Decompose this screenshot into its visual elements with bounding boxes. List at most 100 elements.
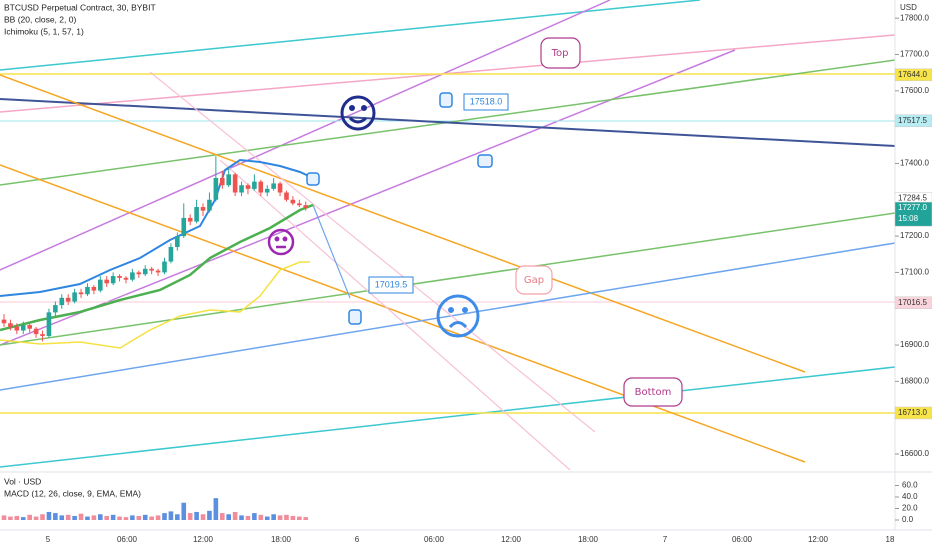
candles [1,156,309,342]
volume-y-tick-label: 60.0 [902,481,918,490]
volume-bar [277,515,283,520]
candle-body [168,246,174,262]
candle-body [181,217,187,237]
emoji-sad [436,294,480,338]
candle-body [130,272,135,280]
candle-body [303,205,309,209]
candle-body [98,279,103,291]
indicator-label: BB (20, close, 2, 0) [4,14,76,24]
candle-body [252,181,257,189]
candle-body [53,305,58,313]
x-tick-label: 6 [355,535,360,544]
volume-bar [284,514,289,520]
candle-body [14,326,20,331]
y-tick-label: 17600.0 [900,86,929,95]
x-tick-label: 18 [886,535,895,544]
candle-body [226,174,231,186]
volume-bar [162,513,167,520]
candle-body [85,286,90,295]
y-tick-label: 17400.0 [900,159,929,168]
candle-body [213,177,219,200]
candle-body [27,325,32,329]
y-tick-label: 16900.0 [900,340,929,349]
price-tag-label: 16713.0 [898,408,927,417]
volume-bar [85,516,90,520]
candle-body [1,319,7,324]
volume-bar [213,498,219,520]
volume-bar [303,517,309,520]
candle-body [59,297,65,306]
volume-bar [72,515,77,520]
y-tick-label: 16600.0 [900,449,929,458]
volume-bar [117,516,122,520]
candle-body [258,181,264,193]
volume-bar [1,515,7,520]
price-tag-label: 17277.0 [898,203,927,212]
candle-body [200,207,206,211]
volume-bar [239,515,244,520]
candle-body [104,279,110,284]
indicator-label: Ichimoku (5, 1, 57, 1) [4,26,84,36]
volume-bar [33,516,39,520]
currency-label: USD [900,3,917,12]
x-tick-label: 12:00 [501,535,522,544]
volume-bar [181,502,187,520]
annotation: Bottom [635,387,672,398]
volume-bar [155,515,161,520]
volume-bar [168,511,174,520]
candle-body [290,199,296,204]
price-tag-label: 17016.5 [898,298,927,307]
candle-body [46,312,52,336]
candle-body [162,261,167,273]
y-tick-label: 17200.0 [900,231,929,240]
volume-bar [149,516,154,520]
volume-bar [8,516,13,520]
volume-bar [104,515,110,520]
candle-body [207,199,212,211]
emoji-neutral [267,228,295,256]
volume-bar [175,514,180,520]
annotation: Top [551,48,569,59]
x-tick-label: 12:00 [193,535,214,544]
price-tag [894,296,932,309]
volume-bar [110,514,116,520]
volume-bar [187,513,193,520]
x-tick-label: 06:00 [424,535,445,544]
volume-bar [20,517,26,520]
volume-bar [252,513,257,520]
candle-body [175,236,180,247]
candle-body [142,268,148,275]
price-tag-label: 17517.5 [898,116,927,125]
volume-bar [194,511,199,520]
annotation: 17019.5 [375,279,408,289]
volume-bar [200,514,206,520]
volume-bar [142,514,148,520]
y-tick-label: 17700.0 [900,50,929,59]
candle-body [110,276,116,284]
candle-body [219,177,225,186]
volume-bar [258,514,264,520]
price-tag [894,114,932,128]
volume-bar [271,514,276,520]
macd-title: MACD (12, 26, close, 9, EMA, EMA) [4,488,141,498]
volume-bar [78,513,84,520]
x-tick-label: 18:00 [271,535,292,544]
price-tag [894,406,932,420]
candle-body [264,188,270,193]
volume-bar [14,515,20,520]
candle-body [277,183,283,193]
candle-body [194,207,199,222]
annotation: 17518.0 [470,96,503,106]
drawings [0,0,896,471]
candle-body [149,268,154,271]
price-tag-label: 17644.0 [898,70,927,79]
candle-body [271,183,276,189]
volume-bar [98,514,103,520]
candle-body [72,292,77,302]
volume-bar [264,516,270,520]
y-tick-label: 17800.0 [900,13,929,22]
hand-icons [306,92,493,325]
candle-body [155,270,161,273]
candle-body [239,185,244,193]
